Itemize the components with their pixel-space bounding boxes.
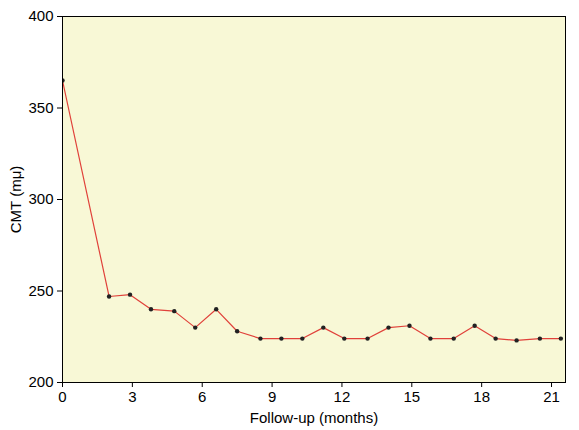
svg-text:18: 18 xyxy=(473,388,490,405)
svg-text:CMT (mμ): CMT (mμ) xyxy=(7,166,24,234)
svg-text:21: 21 xyxy=(543,388,560,405)
svg-text:350: 350 xyxy=(28,99,53,116)
svg-text:12: 12 xyxy=(334,388,351,405)
svg-text:250: 250 xyxy=(28,282,53,299)
svg-text:0: 0 xyxy=(58,388,66,405)
svg-text:300: 300 xyxy=(28,190,53,207)
svg-text:6: 6 xyxy=(198,388,206,405)
svg-text:9: 9 xyxy=(268,388,276,405)
svg-text:Follow-up (months): Follow-up (months) xyxy=(250,409,378,426)
svg-text:15: 15 xyxy=(403,388,420,405)
svg-text:400: 400 xyxy=(28,7,53,24)
svg-text:200: 200 xyxy=(28,373,53,390)
svg-text:3: 3 xyxy=(128,388,136,405)
